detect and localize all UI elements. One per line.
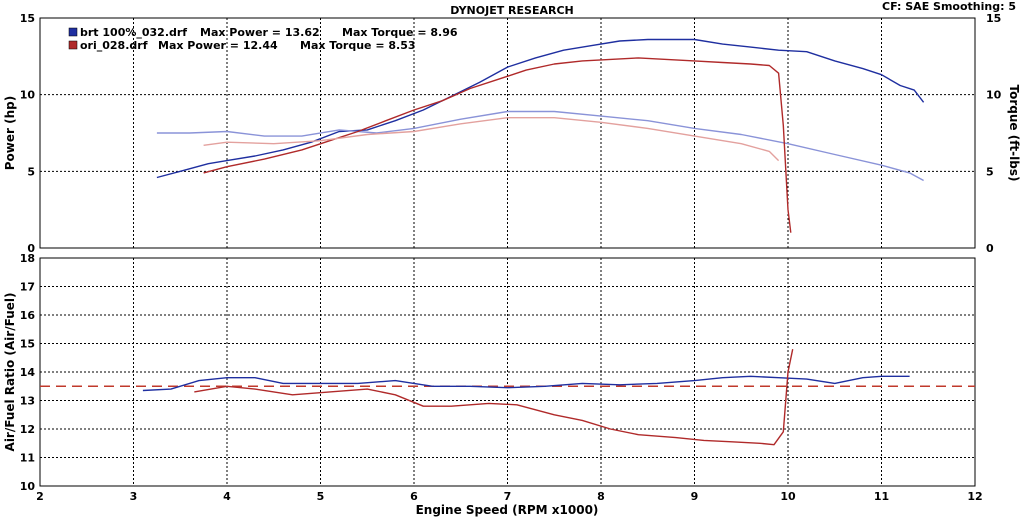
- legend: brt 100%_032.drf Max Power = 13.62 Max T…: [68, 26, 458, 52]
- x-tick-label: 10: [780, 490, 796, 503]
- torque-axis-title: Torque (ft-lbs): [1007, 85, 1021, 182]
- torque-ori-line: [203, 116, 780, 162]
- legend-max-torque-ori: Max Torque = 8.53: [300, 39, 416, 52]
- x-tick-label: 9: [691, 490, 699, 503]
- chart-title: DYNOJET RESEARCH: [450, 4, 573, 17]
- axis-ticks: 0 5 10 15 0 5 10 15 10 11 12 13 14 15 16 17 18 2 3 4 5 6 7 8 9 10…: [20, 12, 1002, 503]
- y-tick-label: 10: [20, 480, 36, 493]
- air-fuel-series: [40, 349, 975, 446]
- legend-file-ori: ori_028.drf: [80, 39, 148, 52]
- power-torque-series: [156, 38, 925, 233]
- x-axis-title: Engine Speed (RPM x1000): [416, 503, 599, 517]
- x-tick-label: 2: [36, 490, 44, 503]
- y2-tick-label: 10: [986, 89, 1002, 102]
- y2-tick-label: 15: [986, 12, 1001, 25]
- y-tick-label: 15: [20, 12, 35, 25]
- afr-ori-line: [194, 349, 794, 446]
- torque-brt-line: [156, 110, 924, 182]
- y-tick-label: 16: [20, 309, 36, 322]
- y-tick-label: 15: [20, 338, 35, 351]
- y2-tick-label: 0: [986, 242, 994, 255]
- y-tick-label: 14: [20, 366, 36, 379]
- legend-max-torque-brt: Max Torque = 8.96: [342, 26, 458, 39]
- x-tick-label: 5: [317, 490, 325, 503]
- y-tick-label: 18: [20, 252, 35, 265]
- legend-max-power-ori: Max Power = 12.44: [158, 39, 278, 52]
- x-tick-label: 8: [597, 490, 605, 503]
- afr-brt-line: [142, 375, 910, 392]
- y-tick-label: 13: [20, 395, 35, 408]
- x-tick-label: 3: [130, 490, 138, 503]
- y-tick-label: 17: [20, 281, 35, 294]
- x-tick-label: 12: [967, 490, 982, 503]
- y-tick-label: 10: [20, 89, 36, 102]
- power-axis-title: Power (hp): [3, 96, 17, 170]
- x-tick-label: 11: [874, 490, 889, 503]
- legend-max-power-brt: Max Power = 13.62: [200, 26, 320, 39]
- chart-settings: CF: SAE Smoothing: 5: [882, 0, 1016, 13]
- power-brt-line: [156, 38, 925, 179]
- afr-axis-title: Air/Fuel Ratio (Air/Fuel): [3, 293, 17, 452]
- legend-file-brt: brt 100%_032.drf: [80, 26, 187, 39]
- y-tick-label: 0: [27, 242, 35, 255]
- y2-tick-label: 5: [986, 165, 994, 178]
- x-tick-label: 4: [223, 490, 231, 503]
- x-tick-label: 6: [410, 490, 418, 503]
- x-tick-label: 7: [504, 490, 512, 503]
- legend-swatch-ori: [68, 40, 78, 50]
- y-tick-label: 11: [20, 452, 35, 465]
- y-tick-label: 5: [27, 165, 35, 178]
- y-tick-label: 12: [20, 423, 35, 436]
- power-ori-line: [203, 57, 792, 233]
- air-fuel-grid: [40, 258, 975, 486]
- legend-swatch-brt: [68, 27, 78, 37]
